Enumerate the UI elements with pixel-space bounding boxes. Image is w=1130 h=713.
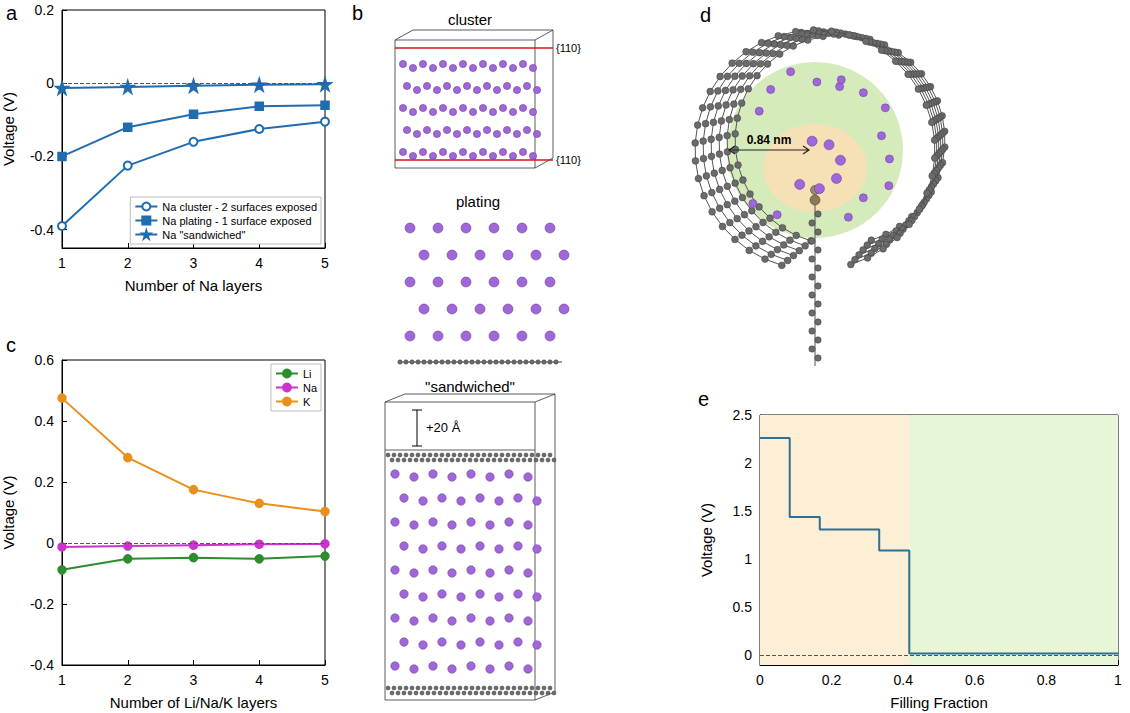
svg-text:{110}: {110}: [556, 42, 581, 54]
svg-text:Filling Fraction: Filling Fraction: [890, 694, 988, 711]
svg-text:0.5: 0.5: [733, 599, 753, 615]
svg-text:1: 1: [744, 551, 752, 567]
svg-text:1.5: 1.5: [733, 503, 753, 519]
svg-text:2: 2: [124, 255, 132, 271]
svg-text:Li: Li: [303, 368, 312, 380]
svg-text:5: 5: [321, 672, 329, 688]
svg-text:0.4: 0.4: [35, 413, 55, 429]
svg-text:-0.2: -0.2: [30, 596, 54, 612]
svg-text:cluster: cluster: [448, 11, 492, 28]
svg-text:2.5: 2.5: [733, 407, 753, 423]
svg-text:-0.2: -0.2: [30, 148, 54, 164]
svg-text:Voltage (V): Voltage (V): [0, 475, 17, 549]
svg-text:{110}: {110}: [556, 154, 581, 166]
svg-text:K: K: [303, 396, 311, 408]
svg-text:0.6: 0.6: [965, 672, 985, 688]
svg-text:0.2: 0.2: [35, 2, 55, 18]
svg-text:4: 4: [255, 672, 263, 688]
svg-text:e: e: [698, 388, 709, 410]
svg-text:0.6: 0.6: [35, 352, 55, 368]
svg-text:0.2: 0.2: [35, 474, 55, 490]
svg-text:2: 2: [744, 455, 752, 471]
svg-text:Number of Li/Na/K layers: Number of Li/Na/K layers: [110, 694, 278, 711]
svg-text:0: 0: [756, 672, 764, 688]
svg-text:1: 1: [58, 255, 66, 271]
svg-text:Na cluster - 2 surfaces expose: Na cluster - 2 surfaces exposed: [162, 201, 317, 213]
svg-text:5: 5: [321, 255, 329, 271]
svg-text:0: 0: [46, 535, 54, 551]
svg-text:3: 3: [190, 672, 198, 688]
svg-text:4: 4: [255, 255, 263, 271]
svg-text:"sandwiched": "sandwiched": [425, 378, 515, 395]
svg-text:1: 1: [58, 672, 66, 688]
svg-text:-0.4: -0.4: [30, 657, 54, 673]
svg-text:Voltage (V): Voltage (V): [698, 503, 715, 577]
svg-text:3: 3: [190, 255, 198, 271]
svg-text:0: 0: [46, 75, 54, 91]
svg-text:Voltage (V): Voltage (V): [0, 92, 17, 166]
svg-text:+20 Å: +20 Å: [426, 420, 461, 435]
svg-text:Na "sandwiched": Na "sandwiched": [162, 229, 245, 241]
svg-text:a: a: [6, 2, 18, 24]
svg-text:plating: plating: [456, 193, 500, 210]
svg-text:b: b: [352, 2, 363, 24]
svg-text:1: 1: [1114, 672, 1122, 688]
svg-text:c: c: [6, 334, 16, 356]
svg-text:0.84 nm: 0.84 nm: [747, 133, 792, 147]
svg-text:d: d: [700, 4, 711, 26]
svg-text:0.4: 0.4: [893, 672, 913, 688]
svg-text:0: 0: [744, 647, 752, 663]
svg-text:-0.4: -0.4: [30, 222, 54, 238]
svg-text:0.8: 0.8: [1037, 672, 1057, 688]
svg-text:Number of Na layers: Number of Na layers: [125, 277, 263, 294]
svg-text:0.2: 0.2: [822, 672, 842, 688]
svg-text:Na plating - 1 surface exposed: Na plating - 1 surface exposed: [162, 215, 311, 227]
svg-text:2: 2: [124, 672, 132, 688]
svg-text:Na: Na: [303, 382, 318, 394]
